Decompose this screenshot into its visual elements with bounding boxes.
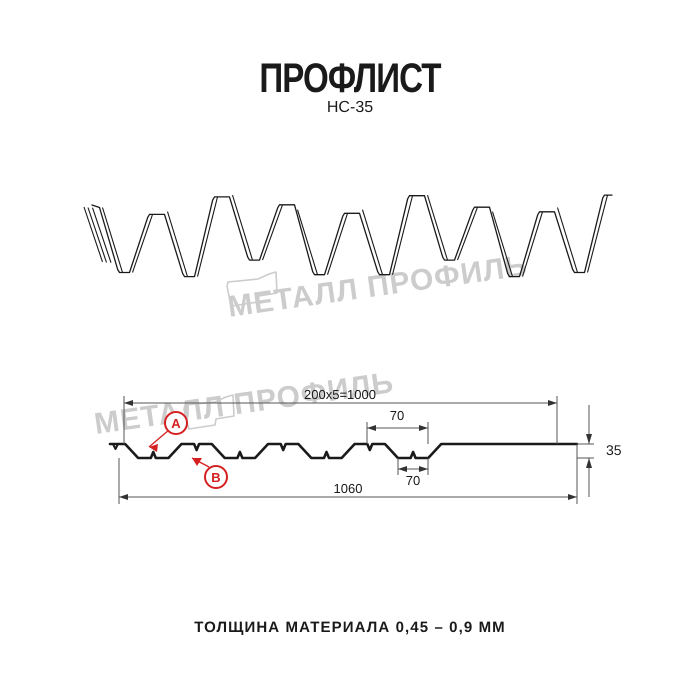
- svg-text:70: 70: [390, 408, 404, 423]
- svg-text:70: 70: [406, 473, 420, 488]
- svg-text:1060: 1060: [334, 481, 363, 496]
- svg-text:B: B: [211, 470, 220, 485]
- svg-text:200x5=1000: 200x5=1000: [304, 387, 376, 402]
- svg-text:35: 35: [606, 442, 622, 458]
- svg-text:A: A: [171, 416, 181, 431]
